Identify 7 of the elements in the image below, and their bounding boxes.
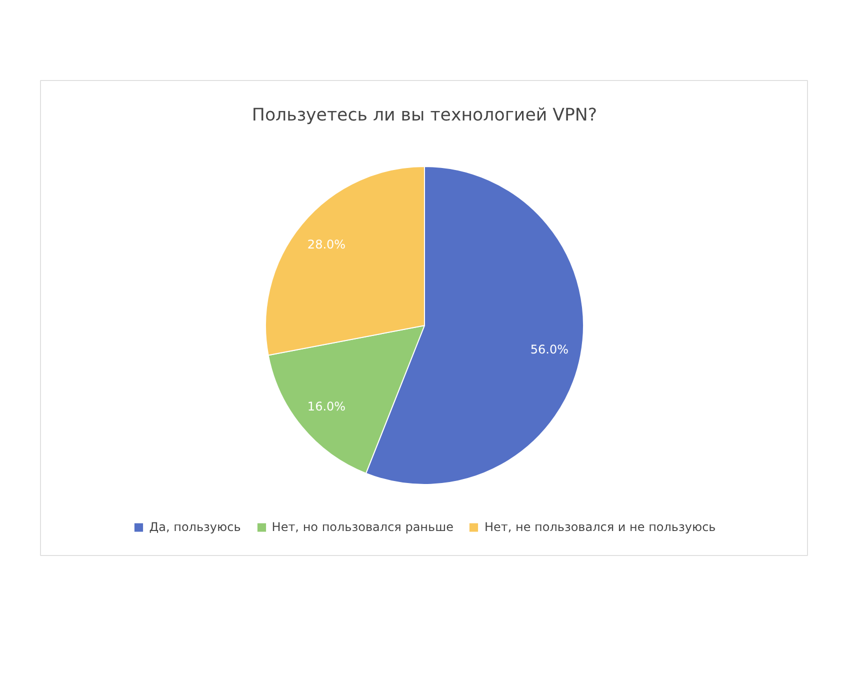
- data-label: 16.0%: [307, 400, 346, 414]
- chart-title: Пользуетесь ли вы технологией VPN?: [252, 106, 598, 126]
- data-label: 28.0%: [307, 237, 346, 252]
- legend-label: Нет, не пользовался и не пользуюсь: [484, 520, 716, 534]
- legend-label: Нет, но пользовался раньше: [272, 520, 454, 534]
- data-label: 56.0%: [530, 342, 569, 356]
- legend-label: Да, пользуюсь: [149, 520, 241, 534]
